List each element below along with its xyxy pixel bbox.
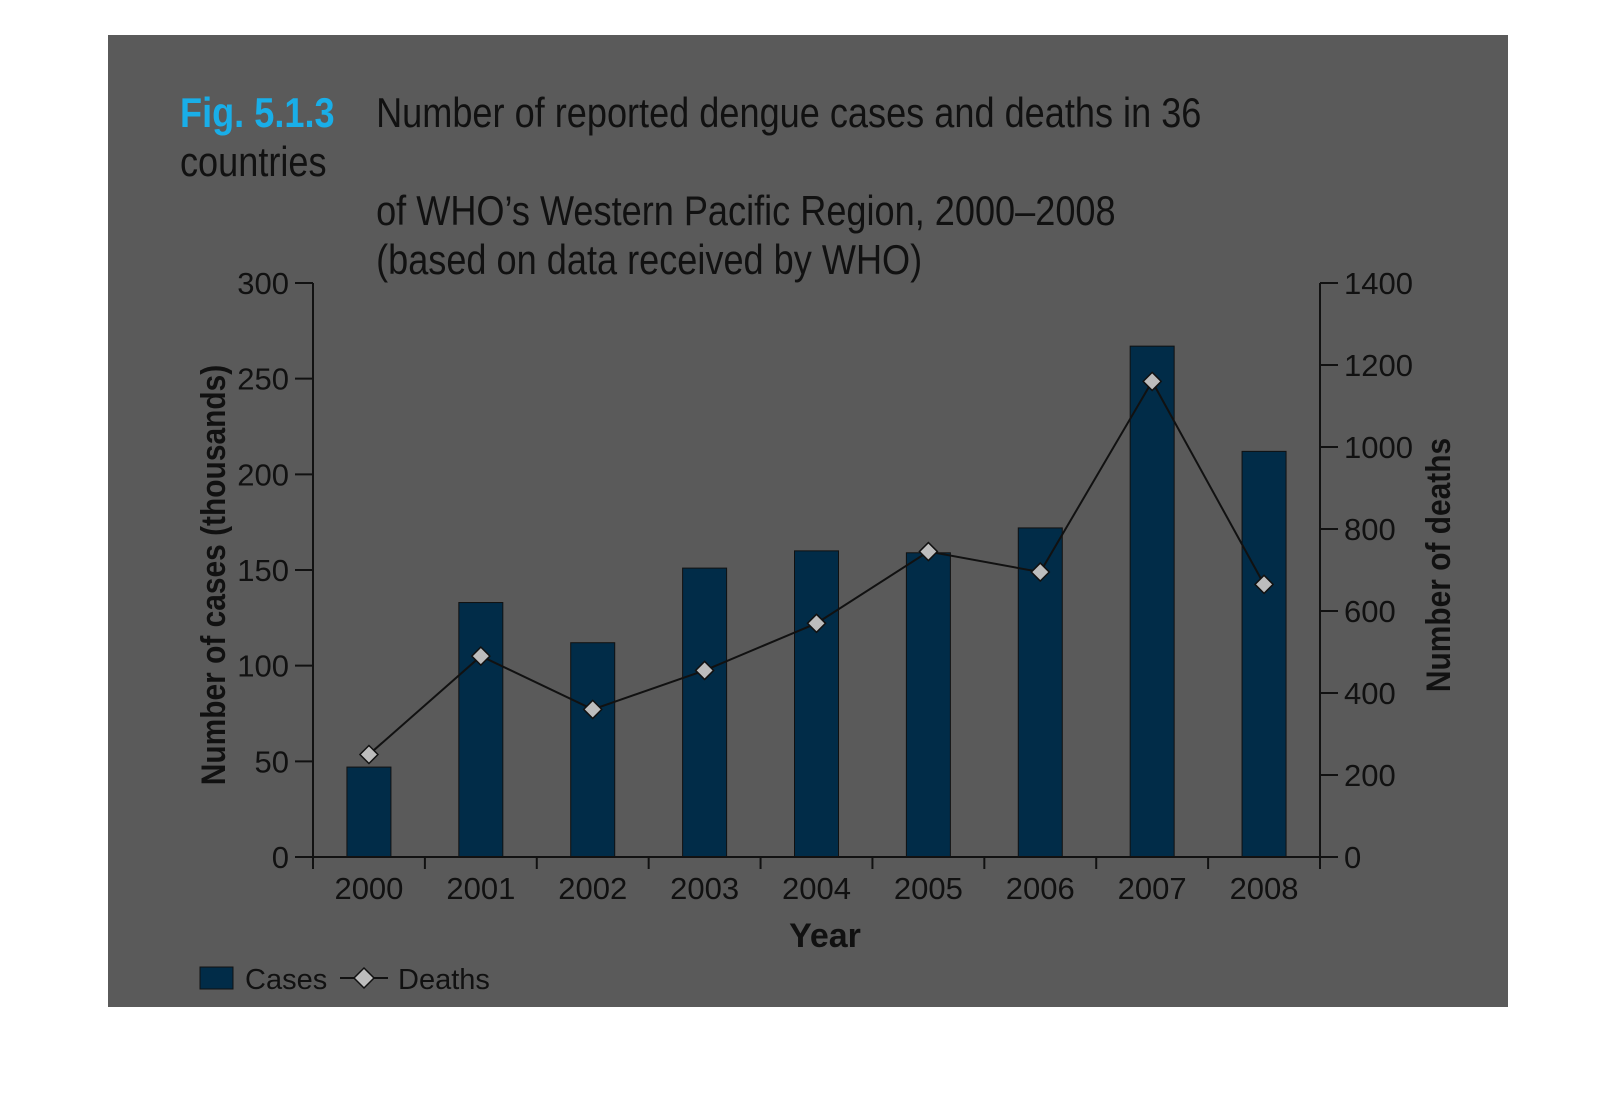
deaths-marker bbox=[694, 660, 715, 681]
left-tick-label: 50 bbox=[255, 744, 289, 779]
deaths-marker bbox=[806, 613, 827, 634]
cases-bar bbox=[794, 550, 839, 858]
cases-bar bbox=[682, 567, 728, 858]
title-line-2: of WHO’s Western Pacific Region, 2000–20… bbox=[376, 187, 1116, 234]
left-tick-label: 150 bbox=[237, 553, 289, 588]
left-tick-label: 300 bbox=[237, 266, 289, 301]
right-axis-ticks: 0 200 400 600 800 1000 1200 1400 bbox=[1320, 266, 1413, 875]
left-tick-label: 0 bbox=[272, 840, 289, 875]
left-tick-label: 100 bbox=[237, 649, 289, 684]
cases-bar bbox=[458, 602, 504, 858]
deaths-marker bbox=[1030, 561, 1051, 583]
x-axis-title: Year bbox=[789, 917, 861, 955]
cases-bar bbox=[1017, 527, 1063, 858]
left-tick-label: 250 bbox=[237, 362, 289, 397]
right-tick-label: 1400 bbox=[1344, 266, 1413, 301]
legend-deaths-marker bbox=[352, 966, 376, 990]
figure-title: Fig. 5.1.3 Number of reported dengue case… bbox=[180, 88, 1298, 284]
deaths-marker bbox=[582, 699, 603, 720]
right-tick-label: 0 bbox=[1344, 840, 1361, 875]
x-tick-label: 2007 bbox=[1118, 871, 1187, 906]
legend-cases-swatch bbox=[199, 966, 234, 990]
right-tick-label: 800 bbox=[1344, 512, 1396, 547]
x-tick-label: 2002 bbox=[558, 871, 627, 906]
left-axis-ticks: 0 50 100 150 200 250 300 bbox=[237, 266, 313, 875]
cases-bar bbox=[905, 552, 951, 858]
title-line-3: (based on data received by WHO) bbox=[376, 236, 923, 283]
x-tick-label: 2000 bbox=[334, 871, 403, 906]
cases-bar bbox=[1129, 345, 1175, 858]
deaths-marker bbox=[1253, 574, 1275, 595]
cases-bar bbox=[570, 642, 616, 858]
deaths-series bbox=[358, 371, 1275, 765]
right-tick-label: 600 bbox=[1344, 594, 1396, 629]
axes bbox=[312, 283, 1321, 858]
cases-bars bbox=[346, 345, 1287, 858]
x-tick-label: 2001 bbox=[446, 871, 515, 906]
figure-label: Fig. 5.1.3 bbox=[180, 89, 335, 136]
x-tick-label: 2003 bbox=[670, 871, 739, 906]
y2-axis-title: Number of deaths bbox=[1419, 438, 1457, 692]
left-tick-label: 200 bbox=[237, 457, 289, 492]
title-line-1: Number of reported dengue cases and deat… bbox=[180, 89, 1202, 185]
deaths-marker bbox=[918, 541, 939, 562]
legend: Cases Deaths bbox=[199, 964, 490, 996]
x-axis-ticks: 2000 2001 2002 2003 2004 2005 2006 2007 2008 bbox=[312, 857, 1321, 906]
legend-deaths-label: Deaths bbox=[398, 964, 490, 996]
deaths-marker bbox=[470, 646, 491, 667]
right-tick-label: 200 bbox=[1344, 758, 1396, 793]
cases-bar bbox=[346, 766, 392, 858]
x-tick-label: 2008 bbox=[1230, 871, 1299, 906]
right-tick-label: 400 bbox=[1344, 676, 1396, 711]
legend-cases-label: Cases bbox=[245, 964, 327, 996]
x-tick-label: 2006 bbox=[1006, 871, 1075, 906]
deaths-marker bbox=[1142, 371, 1163, 392]
x-tick-label: 2005 bbox=[894, 871, 963, 906]
right-tick-label: 1200 bbox=[1344, 348, 1413, 383]
right-tick-label: 1000 bbox=[1344, 430, 1413, 465]
deaths-marker bbox=[358, 744, 380, 765]
y-axis-title: Number of cases (thousands) bbox=[194, 365, 232, 786]
x-tick-label: 2004 bbox=[782, 871, 851, 906]
cases-bar bbox=[1241, 450, 1287, 858]
